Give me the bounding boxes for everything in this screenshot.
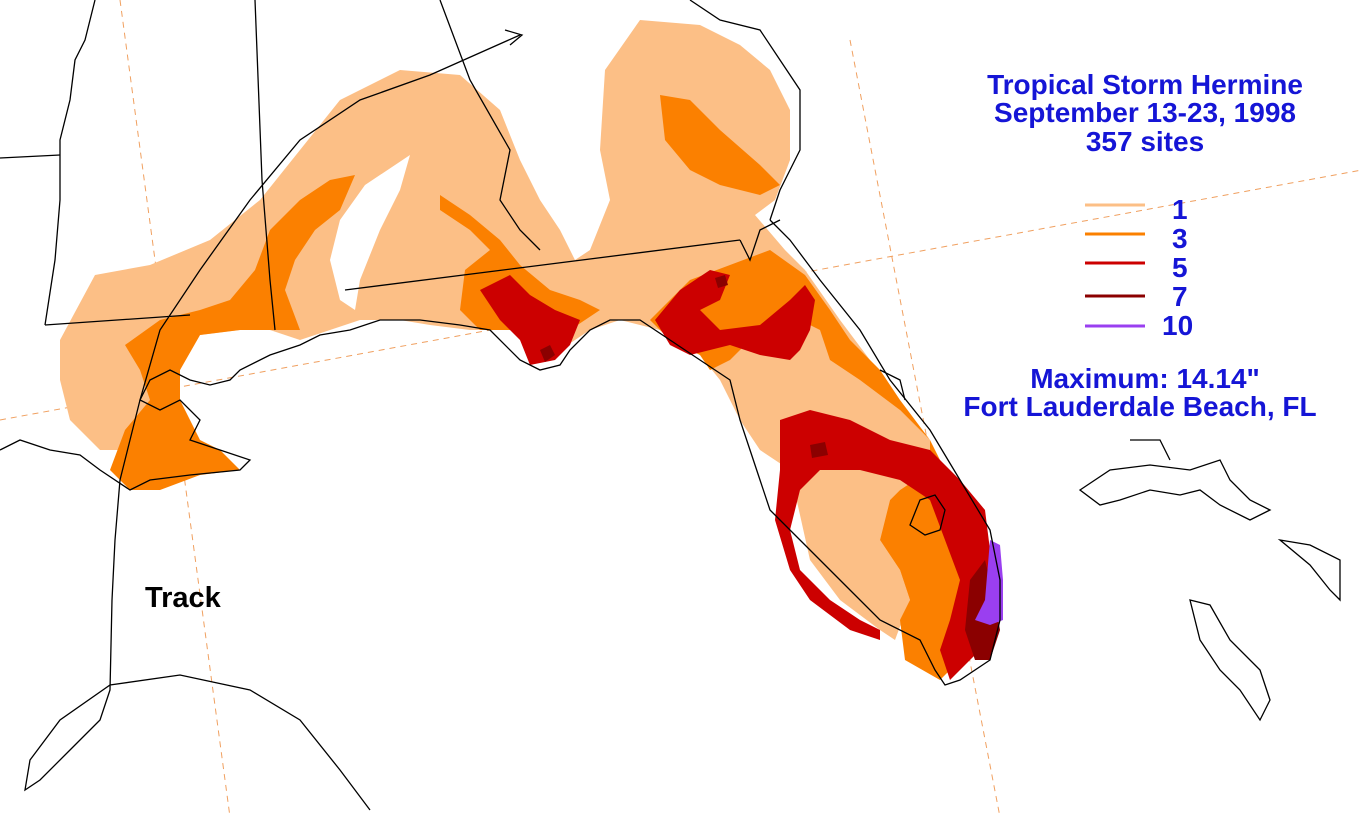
legend-label-5: 5 xyxy=(1172,252,1188,283)
legend-label-3: 3 xyxy=(1172,223,1188,254)
title-line-1: Tropical Storm Hermine xyxy=(987,69,1303,100)
contour-3-inch xyxy=(110,95,1000,680)
legend-label-10: 10 xyxy=(1162,310,1194,341)
contour-gap xyxy=(330,155,410,310)
legend-label-1: 1 xyxy=(1172,194,1188,225)
maximum-location: Fort Lauderdale Beach, FL xyxy=(963,391,1317,422)
legend-lines xyxy=(1085,203,1145,328)
maximum-label: Maximum: 14.14" xyxy=(1030,363,1260,394)
legend-label-7: 7 xyxy=(1172,281,1188,312)
storm-track xyxy=(24,29,524,811)
track-label: Track xyxy=(145,582,221,614)
contour-5-inch xyxy=(480,270,990,680)
title-line-2: September 13-23, 1998 xyxy=(994,97,1296,128)
title-line-3: 357 sites xyxy=(1085,126,1205,157)
coastlines xyxy=(0,0,1341,722)
